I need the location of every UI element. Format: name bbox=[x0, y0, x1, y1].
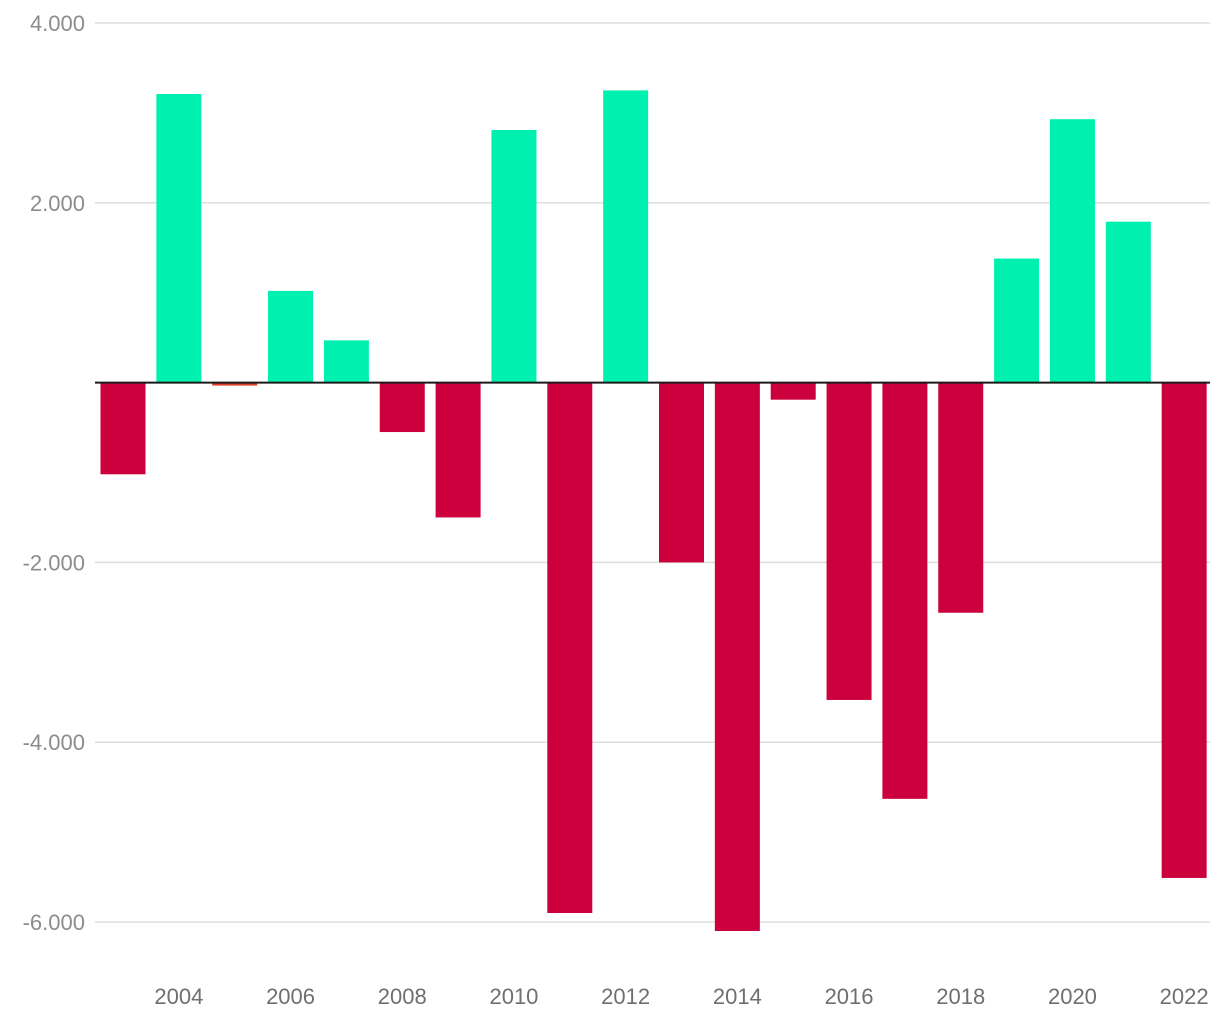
bar-2011 bbox=[547, 382, 593, 914]
x-tick-label: 2006 bbox=[266, 984, 315, 1009]
bar-2006 bbox=[268, 290, 314, 383]
bar-2016 bbox=[826, 382, 872, 700]
bar-2017 bbox=[882, 382, 928, 799]
y-tick-label: -2.000 bbox=[23, 550, 85, 575]
bar-2012 bbox=[603, 90, 649, 383]
bar-2003 bbox=[100, 382, 146, 475]
x-tick-label: 2022 bbox=[1160, 984, 1209, 1009]
y-tick-label: -4.000 bbox=[23, 730, 85, 755]
x-tick-label: 2012 bbox=[601, 984, 650, 1009]
y-tick-label: -6.000 bbox=[23, 910, 85, 935]
bar-2021 bbox=[1105, 221, 1151, 383]
y-tick-label: 4.000 bbox=[30, 11, 85, 36]
bar-2015 bbox=[770, 382, 816, 400]
bar-2005 bbox=[212, 382, 258, 386]
x-tick-label: 2010 bbox=[489, 984, 538, 1009]
bar-2020 bbox=[1049, 119, 1095, 383]
x-tick-label: 2004 bbox=[154, 984, 203, 1009]
bar-2007 bbox=[323, 340, 369, 383]
y-axis-tick-labels: 4.000 2.000 -2.000 -4.000 -6.000 bbox=[23, 11, 85, 935]
bar-2010 bbox=[491, 129, 537, 383]
bars bbox=[100, 90, 1207, 931]
bar-2008 bbox=[379, 382, 425, 433]
grid-lines bbox=[95, 22, 1210, 923]
bar-2013 bbox=[659, 382, 704, 563]
x-tick-label: 2014 bbox=[713, 984, 762, 1009]
x-tick-label: 2018 bbox=[936, 984, 985, 1009]
x-axis-tick-labels: 2004 2006 2008 2010 2012 2014 2016 2018 2020 2022 bbox=[154, 984, 1208, 1009]
x-tick-label: 2008 bbox=[378, 984, 427, 1009]
bar-2019 bbox=[994, 258, 1040, 383]
x-tick-label: 2020 bbox=[1048, 984, 1097, 1009]
bar-2004 bbox=[156, 94, 202, 383]
y-tick-label: 2.000 bbox=[30, 191, 85, 216]
bar-2014 bbox=[714, 382, 760, 931]
bar-2009 bbox=[435, 382, 481, 518]
x-tick-label: 2016 bbox=[825, 984, 874, 1009]
bar-2022 bbox=[1161, 382, 1207, 878]
bar-2018 bbox=[938, 382, 984, 613]
